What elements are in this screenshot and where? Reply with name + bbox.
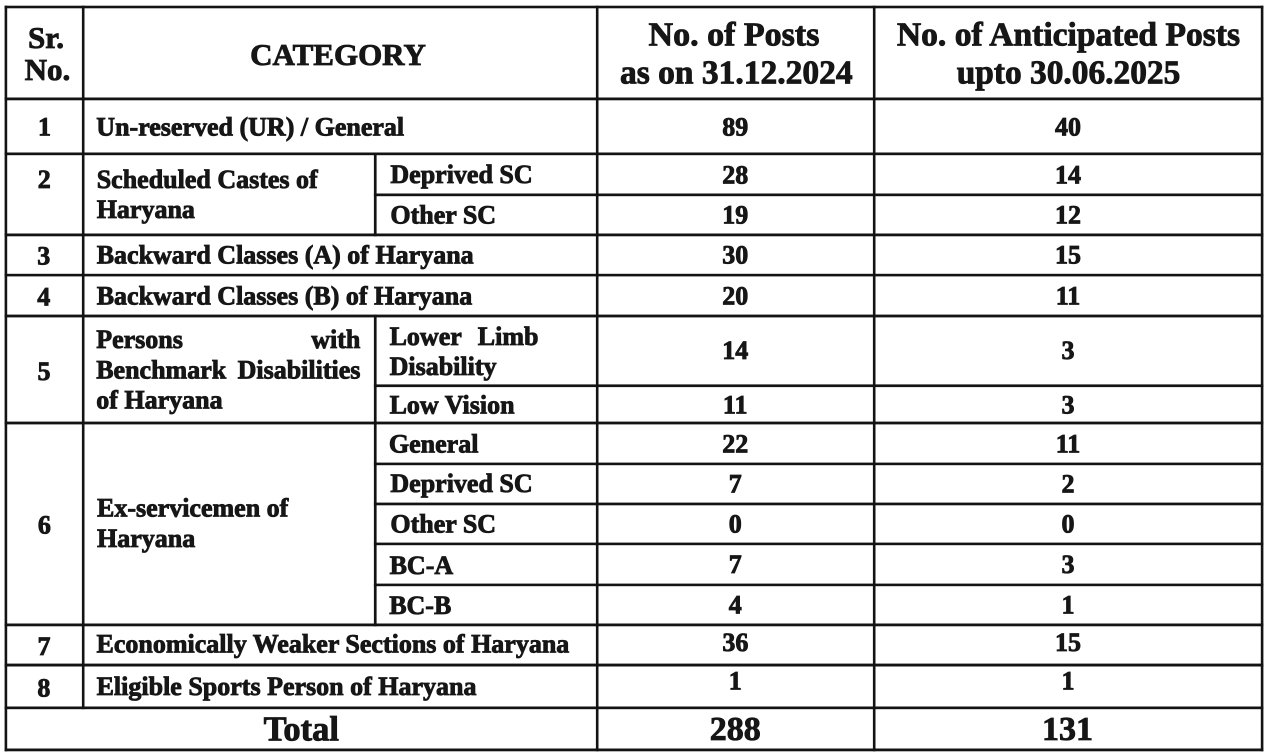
svg-text:Other SC: Other SC xyxy=(390,510,496,539)
svg-text:upto 30.06.2025: upto 30.06.2025 xyxy=(957,55,1181,92)
svg-text:Backward Classes (B) of Haryan: Backward Classes (B) of Haryana xyxy=(97,282,473,311)
svg-text:No. of Posts: No. of Posts xyxy=(649,17,820,54)
svg-text:BC-B: BC-B xyxy=(389,591,451,620)
svg-text:General: General xyxy=(389,429,479,458)
svg-text:Other SC: Other SC xyxy=(390,201,496,230)
svg-text:Ex-servicemen of: Ex-servicemen of xyxy=(97,494,289,523)
svg-text:22: 22 xyxy=(722,429,748,458)
svg-text:6: 6 xyxy=(38,511,51,540)
svg-text:15: 15 xyxy=(1055,241,1081,270)
svg-text:7: 7 xyxy=(729,550,742,579)
svg-text:5: 5 xyxy=(38,357,51,386)
svg-text:Limb: Limb xyxy=(478,322,539,351)
svg-text:3: 3 xyxy=(37,241,50,270)
svg-text:30: 30 xyxy=(722,241,748,270)
svg-text:12: 12 xyxy=(1055,201,1081,230)
svg-text:7: 7 xyxy=(729,469,742,498)
svg-text:4: 4 xyxy=(729,591,742,620)
svg-text:of Haryana: of Haryana xyxy=(96,386,222,415)
svg-text:No.: No. xyxy=(25,52,71,87)
svg-text:3: 3 xyxy=(1062,391,1075,420)
svg-text:89: 89 xyxy=(722,112,748,141)
svg-text:Deprived SC: Deprived SC xyxy=(390,160,532,189)
svg-text:Benchmark: Benchmark xyxy=(96,355,227,384)
svg-text:36: 36 xyxy=(722,628,748,657)
svg-text:1: 1 xyxy=(1062,667,1075,696)
svg-text:2: 2 xyxy=(38,165,51,194)
svg-text:Persons: Persons xyxy=(96,325,183,354)
svg-text:11: 11 xyxy=(723,391,748,420)
svg-text:with: with xyxy=(311,325,361,354)
svg-text:3: 3 xyxy=(1062,336,1075,365)
svg-text:19: 19 xyxy=(722,201,748,230)
svg-text:Backward Classes (A) of Haryan: Backward Classes (A) of Haryana xyxy=(97,241,474,270)
svg-text:Sr.: Sr. xyxy=(28,20,64,55)
svg-text:2: 2 xyxy=(1062,469,1075,498)
svg-text:40: 40 xyxy=(1055,112,1081,141)
svg-text:as on 31.12.2024: as on 31.12.2024 xyxy=(620,55,853,92)
svg-text:15: 15 xyxy=(1055,628,1081,657)
svg-text:Un-reserved (UR) / General: Un-reserved (UR) / General xyxy=(96,112,404,141)
svg-text:1: 1 xyxy=(729,667,742,696)
svg-text:Lower: Lower xyxy=(390,322,462,351)
svg-text:11: 11 xyxy=(1056,282,1081,311)
svg-text:131: 131 xyxy=(1042,711,1093,748)
svg-text:14: 14 xyxy=(722,336,748,365)
svg-text:4: 4 xyxy=(37,282,50,311)
svg-text:288: 288 xyxy=(710,711,761,748)
svg-text:7: 7 xyxy=(38,632,51,661)
svg-text:Disabilities: Disabilities xyxy=(238,355,361,384)
svg-text:1: 1 xyxy=(1062,591,1075,620)
svg-text:Eligible Sports Person of Hary: Eligible Sports Person of Haryana xyxy=(97,672,477,701)
svg-text:Economically Weaker Sections o: Economically Weaker Sections of Haryana xyxy=(97,630,570,659)
svg-text:0: 0 xyxy=(1062,510,1075,539)
svg-text:BC-A: BC-A xyxy=(390,551,454,580)
svg-text:1: 1 xyxy=(38,112,51,141)
svg-text:Total: Total xyxy=(264,711,339,749)
svg-text:20: 20 xyxy=(722,282,748,311)
svg-text:Deprived SC: Deprived SC xyxy=(390,469,532,498)
svg-text:Haryana: Haryana xyxy=(97,195,195,224)
svg-text:14: 14 xyxy=(1055,160,1081,189)
svg-text:0: 0 xyxy=(729,510,742,539)
svg-text:11: 11 xyxy=(1056,429,1081,458)
svg-text:28: 28 xyxy=(722,160,748,189)
svg-text:CATEGORY: CATEGORY xyxy=(250,37,426,72)
svg-text:Low Vision: Low Vision xyxy=(390,390,516,419)
svg-text:8: 8 xyxy=(37,674,50,703)
svg-text:No. of Anticipated Posts: No. of Anticipated Posts xyxy=(897,17,1240,54)
svg-text:Scheduled Castes of: Scheduled Castes of xyxy=(97,165,318,194)
svg-text:Disability: Disability xyxy=(390,352,497,381)
svg-text:3: 3 xyxy=(1062,550,1075,579)
svg-text:Haryana: Haryana xyxy=(97,524,195,553)
